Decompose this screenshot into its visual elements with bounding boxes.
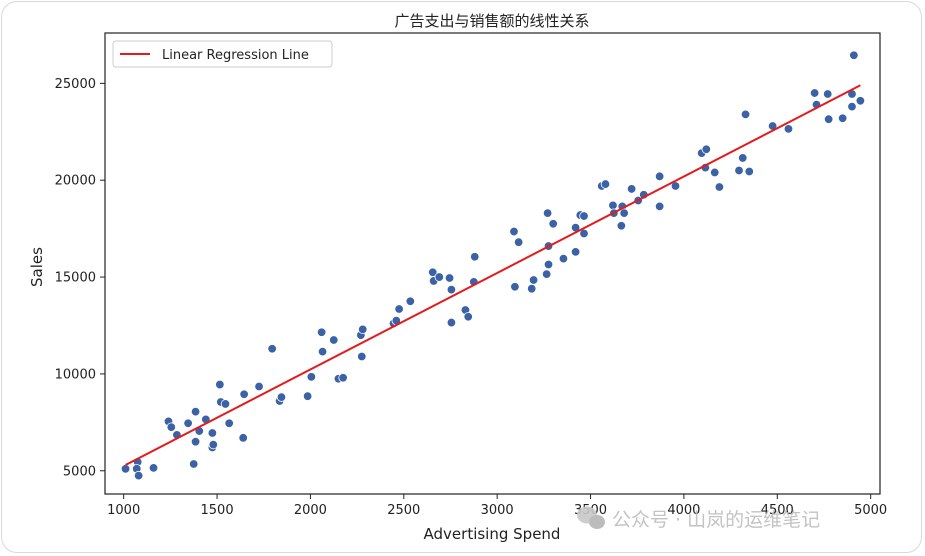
data-point [329,335,339,345]
data-point [528,275,539,285]
data-point [183,418,193,429]
data-point [608,200,618,211]
y-tick-label: 15000 [55,271,96,286]
data-point [316,327,327,337]
data-point [254,381,264,392]
data-point [133,470,144,481]
data-point [446,284,457,295]
data-point [444,273,455,283]
wechat-icon [577,506,605,529]
data-point [405,296,416,306]
y-tick-label: 5000 [63,464,96,479]
data-point [849,50,859,60]
regression-line [125,84,861,466]
data-point [837,113,848,123]
x-axis: 100015002000250030003500400045005000 [107,494,887,518]
data-point [600,179,611,189]
data-point [542,208,553,218]
data-point [238,433,248,443]
data-point [470,252,480,262]
data-point [823,114,834,124]
data-point [220,399,231,409]
y-axis: 5000 10000 15000 20000 25000 [55,77,105,479]
data-point [306,372,317,382]
data-point [823,89,833,99]
data-point [434,272,444,282]
watermark: 公众号 · 山岚的运维笔记 [577,506,820,531]
data-point [148,463,159,473]
data-point [744,166,754,177]
y-tick-label: 25000 [55,77,96,92]
y-tick-label: 20000 [55,174,96,189]
data-point [783,124,794,134]
plot-area [104,32,881,495]
regression-series [125,84,861,466]
x-tick-label: 1000 [107,503,140,518]
data-point [357,351,367,362]
data-point [317,346,328,357]
data-point [208,439,219,450]
data-point [276,392,287,402]
data-point [527,283,537,294]
data-point [189,459,199,469]
legend: Linear Regression Line [112,40,333,68]
watermark-text: 公众号 · 山岚的运维笔记 [612,509,820,531]
x-tick-label: 4500 [761,503,794,518]
data-point [570,247,581,257]
data-point [847,101,857,112]
scatter-points [120,50,866,481]
data-point [358,324,368,335]
x-tick-label: 2500 [387,503,420,518]
data-point [654,171,665,182]
data-point [734,165,744,176]
data-point [855,96,866,106]
data-point [626,184,637,194]
data-point [541,269,552,279]
data-point [394,304,404,314]
data-point [738,153,748,163]
data-point [558,253,569,264]
data-point [513,237,524,247]
data-point [120,464,131,474]
data-point [446,317,457,328]
data-point [579,211,589,221]
data-point [302,391,313,401]
data-point [543,259,554,270]
x-tick-label: 1500 [201,503,234,518]
data-point [190,437,201,447]
data-point [740,109,751,120]
data-point [190,406,201,417]
data-point [166,422,176,432]
x-tick-label: 3000 [481,503,514,518]
data-point [654,201,665,212]
data-point [463,312,473,322]
data-point [215,379,225,390]
data-point [239,389,249,399]
data-point [710,167,720,178]
data-point [548,219,558,229]
x-axis-title: Advertising Spend [424,525,561,543]
y-axis-title: Sales [28,247,46,287]
chart-title: 广告支出与销售额的线性关系 [394,12,589,30]
x-tick-label: 4000 [667,503,700,518]
data-point [207,428,218,438]
legend-box [112,40,333,68]
data-point [619,208,629,218]
data-point [267,344,277,354]
data-point [616,221,627,231]
data-point [338,373,348,383]
y-tick-label: 10000 [55,367,96,382]
data-point [509,226,519,237]
data-point [510,282,520,292]
legend-label: Linear Regression Line [162,48,309,63]
data-point [701,144,712,154]
x-tick-label: 2000 [294,503,327,518]
data-point [809,88,820,98]
data-point [224,418,234,429]
x-tick-label: 5000 [854,503,887,518]
data-point [714,182,725,192]
